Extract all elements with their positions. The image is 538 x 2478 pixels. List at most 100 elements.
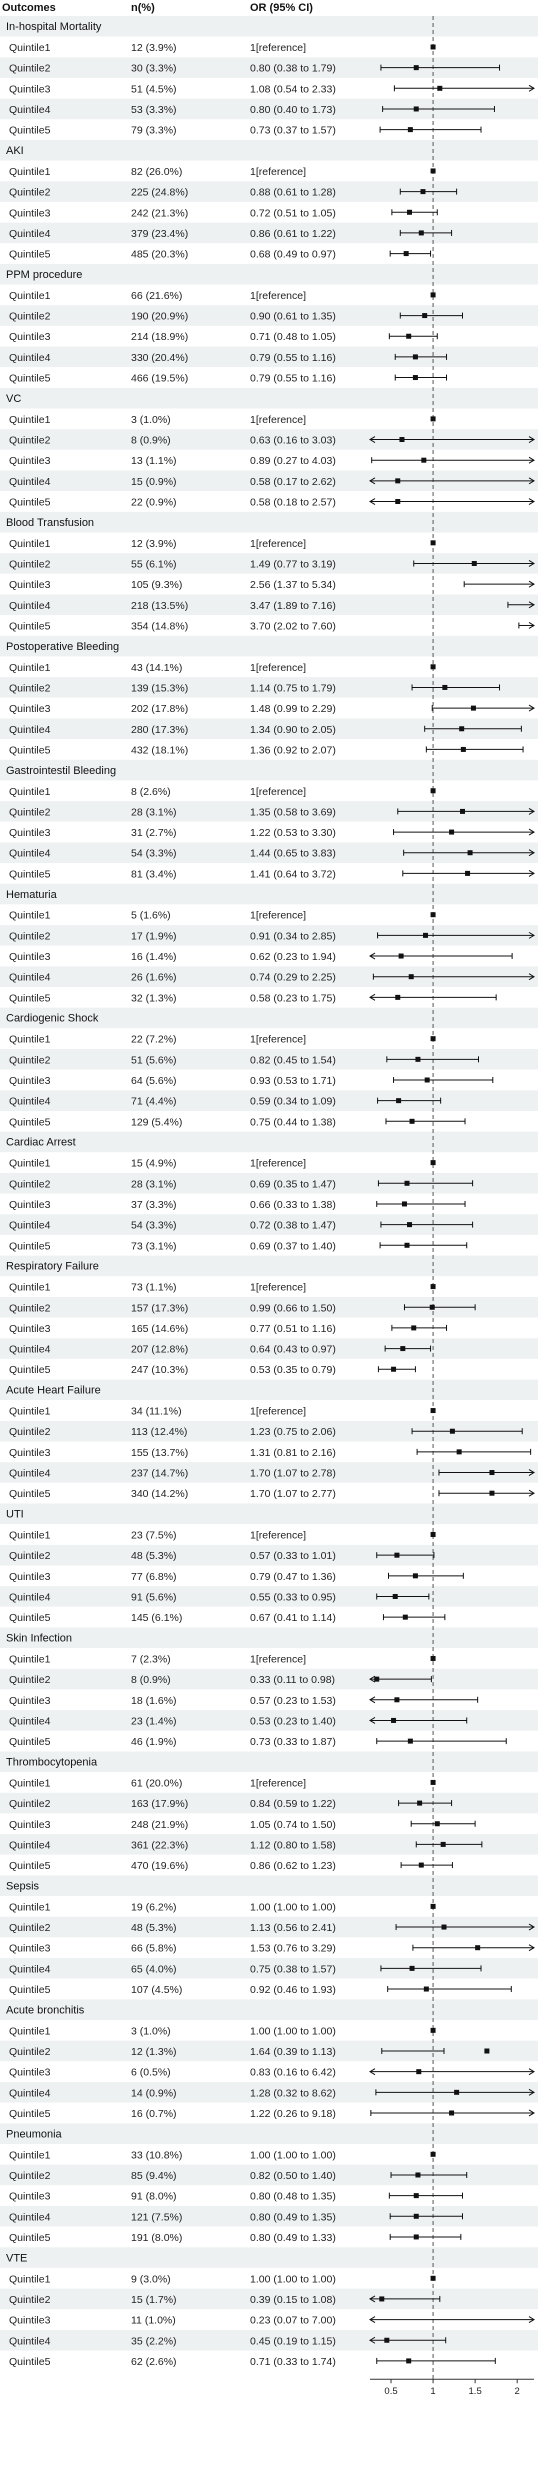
row-band [0, 449, 538, 471]
row-or-ci: 0.58 (0.17 to 2.62) [250, 476, 336, 488]
or-marker [422, 313, 428, 319]
row-band [0, 367, 538, 388]
row-label: Quintile2 [9, 187, 51, 199]
row-n: 33 (10.8%) [131, 2149, 182, 2161]
group-title: VTE [6, 2252, 27, 2264]
row-n: 155 (13.7%) [131, 1447, 188, 1459]
row-band [0, 1234, 538, 1256]
ci-arrow-right [528, 2109, 535, 2117]
row-label: Quintile4 [9, 1715, 51, 1727]
or-marker [454, 2089, 460, 2095]
row-n: 55 (6.1%) [131, 558, 177, 570]
row-band [0, 36, 538, 58]
group-band [0, 1255, 538, 1277]
row-or-ci: 0.57 (0.33 to 1.01) [250, 1550, 336, 1562]
row-band [0, 1937, 538, 1959]
row-band [0, 2329, 538, 2351]
group-title: In-hospital Mortality [6, 21, 102, 33]
row-n: 354 (14.8%) [131, 620, 188, 632]
row-n: 330 (20.4%) [131, 352, 188, 364]
group-title: Acute Heart Failure [6, 1385, 101, 1397]
group-band [0, 2123, 538, 2144]
row-band [0, 739, 538, 760]
group-band [0, 1379, 538, 1401]
row-or-ci: 0.68 (0.49 to 0.97) [250, 249, 336, 261]
or-marker [413, 2193, 419, 2199]
or-marker [415, 1056, 421, 1062]
row-or-ci: 1.28 (0.32 to 8.62) [250, 2087, 336, 2099]
or-marker [394, 1697, 400, 1703]
group-title: Sepsis [6, 1880, 40, 1892]
row-or-ci: 0.69 (0.35 to 1.47) [250, 1178, 336, 1190]
row-n: 73 (3.1%) [131, 1240, 177, 1252]
row-or-ci: 1[reference] [250, 1653, 306, 1665]
row-label: Quintile1 [9, 414, 51, 426]
row-n: 8 (0.9%) [131, 435, 171, 447]
row-label: Quintile2 [9, 1178, 51, 1190]
row-n: 22 (7.2%) [131, 1034, 177, 1046]
row-label: Quintile4 [9, 352, 51, 364]
group-band [0, 387, 538, 409]
x-tick-label: 1.5 [469, 2386, 482, 2397]
row-or-ci: 0.93 (0.53 to 1.71) [250, 1075, 336, 1087]
row-or-ci: 0.23 (0.07 to 7.00) [250, 2315, 336, 2327]
row-n: 202 (17.8%) [131, 703, 188, 715]
row-n: 218 (13.5%) [131, 600, 188, 612]
row-n: 77 (6.8%) [131, 1571, 177, 1583]
row-n: 28 (3.1%) [131, 806, 177, 818]
row-label: Quintile2 [9, 930, 51, 942]
row-label: Quintile5 [9, 1364, 51, 1376]
row-or-ci: 0.71 (0.48 to 1.05) [250, 331, 336, 343]
ci-arrow-right [528, 807, 535, 815]
or-marker [430, 416, 436, 422]
row-band [0, 1565, 538, 1587]
row-band [0, 1441, 538, 1463]
row-or-ci: 0.86 (0.62 to 1.23) [250, 1860, 336, 1872]
row-n: 53 (3.3%) [131, 104, 177, 116]
row-n: 66 (5.8%) [131, 1943, 177, 1955]
row-or-ci: 1.13 (0.56 to 2.41) [250, 1922, 336, 1934]
row-band [0, 780, 538, 802]
ci-arrow-right [528, 1469, 535, 1476]
row-band [0, 2061, 538, 2082]
row-label: Quintile1 [9, 2025, 51, 2037]
or-marker [471, 560, 477, 566]
row-band [0, 1896, 538, 1917]
or-marker [413, 2213, 419, 2219]
row-label: Quintile2 [9, 1426, 51, 1438]
row-label: Quintile3 [9, 2191, 51, 2203]
row-or-ci: 1.05 (0.74 to 1.50) [250, 1819, 336, 1831]
row-label: Quintile5 [9, 1736, 51, 1748]
row-band [0, 491, 538, 512]
or-marker [407, 127, 413, 133]
row-or-ci: 0.53 (0.35 to 0.79) [250, 1364, 336, 1376]
row-label: Quintile5 [9, 2108, 51, 2120]
row-or-ci: 1[reference] [250, 1034, 306, 1046]
row-band [0, 1317, 538, 1339]
or-marker [430, 1160, 436, 1166]
row-n: 51 (5.6%) [131, 1054, 177, 1066]
row-or-ci: 0.90 (0.61 to 1.35) [250, 311, 336, 323]
row-band [0, 1524, 538, 1545]
row-n: 91 (5.6%) [131, 1591, 177, 1603]
row-or-ci: 0.57 (0.23 to 1.53) [250, 1695, 336, 1707]
or-marker [430, 2151, 436, 2157]
group-title: Pneumonia [6, 2128, 63, 2140]
row-or-ci: 0.33 (0.11 to 0.98) [250, 1674, 335, 1686]
row-band [0, 1792, 538, 1814]
row-or-ci: 0.75 (0.44 to 1.38) [250, 1116, 336, 1128]
row-or-ci: 1.23 (0.75 to 2.06) [250, 1426, 336, 1438]
ci-arrow-right [528, 436, 535, 443]
row-label: Quintile5 [9, 1240, 51, 1252]
row-n: 470 (19.6%) [131, 1860, 188, 1872]
row-n: 157 (17.3%) [131, 1302, 188, 1314]
row-n: 28 (3.1%) [131, 1178, 177, 1190]
or-marker [430, 1779, 436, 1785]
row-n: 15 (1.7%) [131, 2294, 177, 2306]
header-n: n(%) [131, 2, 155, 14]
or-marker [430, 1903, 436, 1909]
row-or-ci: 1.44 (0.65 to 3.83) [250, 848, 336, 860]
row-band [0, 1772, 538, 1793]
group-title: UTI [6, 1509, 24, 1521]
row-band [0, 2288, 538, 2310]
